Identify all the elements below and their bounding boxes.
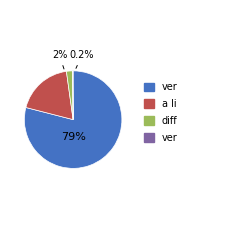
Wedge shape [66,71,73,120]
Text: 79%: 79% [61,132,86,142]
Wedge shape [26,71,73,120]
Legend: ver, a li, diff, ver: ver, a li, diff, ver [144,82,178,143]
Text: 0.2%: 0.2% [70,50,94,68]
Wedge shape [24,71,122,168]
Wedge shape [72,71,73,120]
Text: 2%: 2% [52,50,67,69]
